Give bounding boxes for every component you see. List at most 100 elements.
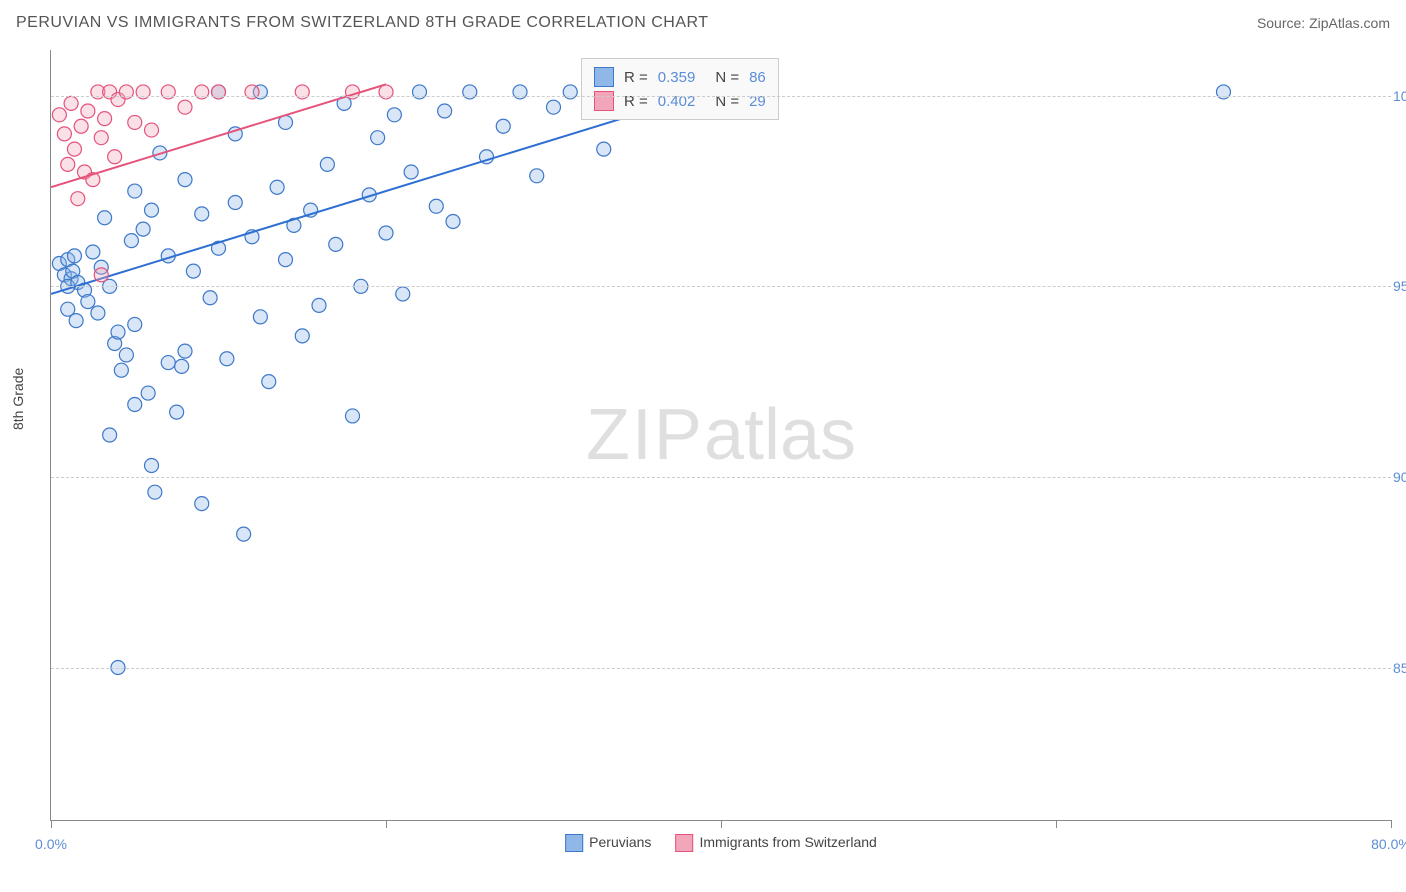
data-point-peruvians bbox=[253, 310, 267, 324]
plot-area: ZIPatlas R =0.359N =86R =0.402N =29 Peru… bbox=[50, 50, 1391, 821]
data-point-swiss bbox=[81, 104, 95, 118]
legend-item-swiss: Immigrants from Switzerland bbox=[675, 834, 876, 852]
data-point-peruvians bbox=[178, 173, 192, 187]
x-tick bbox=[386, 820, 387, 828]
data-point-swiss bbox=[74, 119, 88, 133]
data-point-swiss bbox=[119, 85, 133, 99]
data-point-peruvians bbox=[270, 180, 284, 194]
x-tick bbox=[721, 820, 722, 828]
data-point-swiss bbox=[136, 85, 150, 99]
gridline-h bbox=[51, 96, 1391, 97]
data-point-peruvians bbox=[69, 314, 83, 328]
data-point-swiss bbox=[94, 268, 108, 282]
data-point-peruvians bbox=[463, 85, 477, 99]
data-point-swiss bbox=[64, 96, 78, 110]
legend-item-peruvians: Peruvians bbox=[565, 834, 651, 852]
stats-n-label: N = bbox=[715, 69, 739, 86]
data-point-peruvians bbox=[446, 215, 460, 229]
data-point-peruvians bbox=[148, 485, 162, 499]
legend: Peruvians Immigrants from Switzerland bbox=[565, 834, 877, 852]
data-point-peruvians bbox=[413, 85, 427, 99]
data-point-swiss bbox=[245, 85, 259, 99]
x-tick-label: 0.0% bbox=[35, 836, 67, 852]
data-point-peruvians bbox=[513, 85, 527, 99]
data-point-peruvians bbox=[178, 344, 192, 358]
data-point-peruvians bbox=[186, 264, 200, 278]
data-point-peruvians bbox=[203, 291, 217, 305]
data-point-swiss bbox=[67, 142, 81, 156]
gridline-h bbox=[51, 286, 1391, 287]
stats-r-value: 0.359 bbox=[658, 69, 696, 86]
data-point-swiss bbox=[94, 131, 108, 145]
x-tick bbox=[1391, 820, 1392, 828]
data-point-peruvians bbox=[81, 295, 95, 309]
data-point-peruvians bbox=[145, 203, 159, 217]
data-point-peruvians bbox=[128, 317, 142, 331]
data-point-swiss bbox=[57, 127, 71, 141]
data-point-peruvians bbox=[496, 119, 510, 133]
stats-n-value: 86 bbox=[749, 69, 766, 86]
data-point-peruvians bbox=[312, 298, 326, 312]
data-point-peruvians bbox=[128, 184, 142, 198]
data-point-peruvians bbox=[145, 458, 159, 472]
data-point-peruvians bbox=[91, 306, 105, 320]
gridline-h bbox=[51, 668, 1391, 669]
data-point-peruvians bbox=[103, 428, 117, 442]
data-point-peruvians bbox=[98, 211, 112, 225]
data-point-peruvians bbox=[195, 497, 209, 511]
data-point-peruvians bbox=[379, 226, 393, 240]
data-point-peruvians bbox=[128, 398, 142, 412]
gridline-h bbox=[51, 477, 1391, 478]
data-point-swiss bbox=[195, 85, 209, 99]
data-point-swiss bbox=[295, 85, 309, 99]
legend-swatch-icon bbox=[565, 834, 583, 852]
data-point-peruvians bbox=[237, 527, 251, 541]
legend-label: Peruvians bbox=[589, 834, 651, 850]
data-point-peruvians bbox=[329, 237, 343, 251]
y-tick-label: 90.0% bbox=[1393, 469, 1406, 485]
y-tick-label: 85.0% bbox=[1393, 660, 1406, 676]
data-point-swiss bbox=[128, 115, 142, 129]
source-attribution: Source: ZipAtlas.com bbox=[1257, 15, 1390, 31]
stats-r-label: R = bbox=[624, 69, 648, 86]
stats-row-swiss: R =0.402N =29 bbox=[594, 89, 766, 113]
data-point-swiss bbox=[379, 85, 393, 99]
data-point-swiss bbox=[161, 85, 175, 99]
data-point-swiss bbox=[212, 85, 226, 99]
data-point-swiss bbox=[145, 123, 159, 137]
data-point-swiss bbox=[108, 150, 122, 164]
data-point-peruvians bbox=[1217, 85, 1231, 99]
x-tick bbox=[51, 820, 52, 828]
data-point-peruvians bbox=[320, 157, 334, 171]
data-point-swiss bbox=[98, 112, 112, 126]
data-point-peruvians bbox=[563, 85, 577, 99]
y-tick-label: 100.0% bbox=[1393, 88, 1406, 104]
stats-swatch-icon bbox=[594, 91, 614, 111]
x-tick-label: 80.0% bbox=[1371, 836, 1406, 852]
data-point-peruvians bbox=[404, 165, 418, 179]
data-point-peruvians bbox=[175, 359, 189, 373]
x-tick bbox=[1056, 820, 1057, 828]
data-point-swiss bbox=[61, 157, 75, 171]
correlation-stats-box: R = 0.359 N = 86 R =0.402N =29 bbox=[581, 58, 779, 120]
data-point-peruvians bbox=[114, 363, 128, 377]
data-point-peruvians bbox=[124, 234, 138, 248]
legend-swatch-icon bbox=[675, 834, 693, 852]
data-point-peruvians bbox=[387, 108, 401, 122]
data-point-peruvians bbox=[396, 287, 410, 301]
data-point-peruvians bbox=[195, 207, 209, 221]
data-point-peruvians bbox=[86, 245, 100, 259]
data-point-peruvians bbox=[111, 325, 125, 339]
data-point-peruvians bbox=[597, 142, 611, 156]
data-point-peruvians bbox=[170, 405, 184, 419]
data-point-peruvians bbox=[141, 386, 155, 400]
data-point-swiss bbox=[71, 192, 85, 206]
data-point-peruvians bbox=[220, 352, 234, 366]
y-axis-label: 8th Grade bbox=[10, 368, 26, 430]
data-point-peruvians bbox=[438, 104, 452, 118]
data-point-peruvians bbox=[161, 356, 175, 370]
data-point-peruvians bbox=[228, 195, 242, 209]
y-tick-label: 95.0% bbox=[1393, 278, 1406, 294]
legend-label: Immigrants from Switzerland bbox=[699, 834, 876, 850]
data-point-peruvians bbox=[295, 329, 309, 343]
